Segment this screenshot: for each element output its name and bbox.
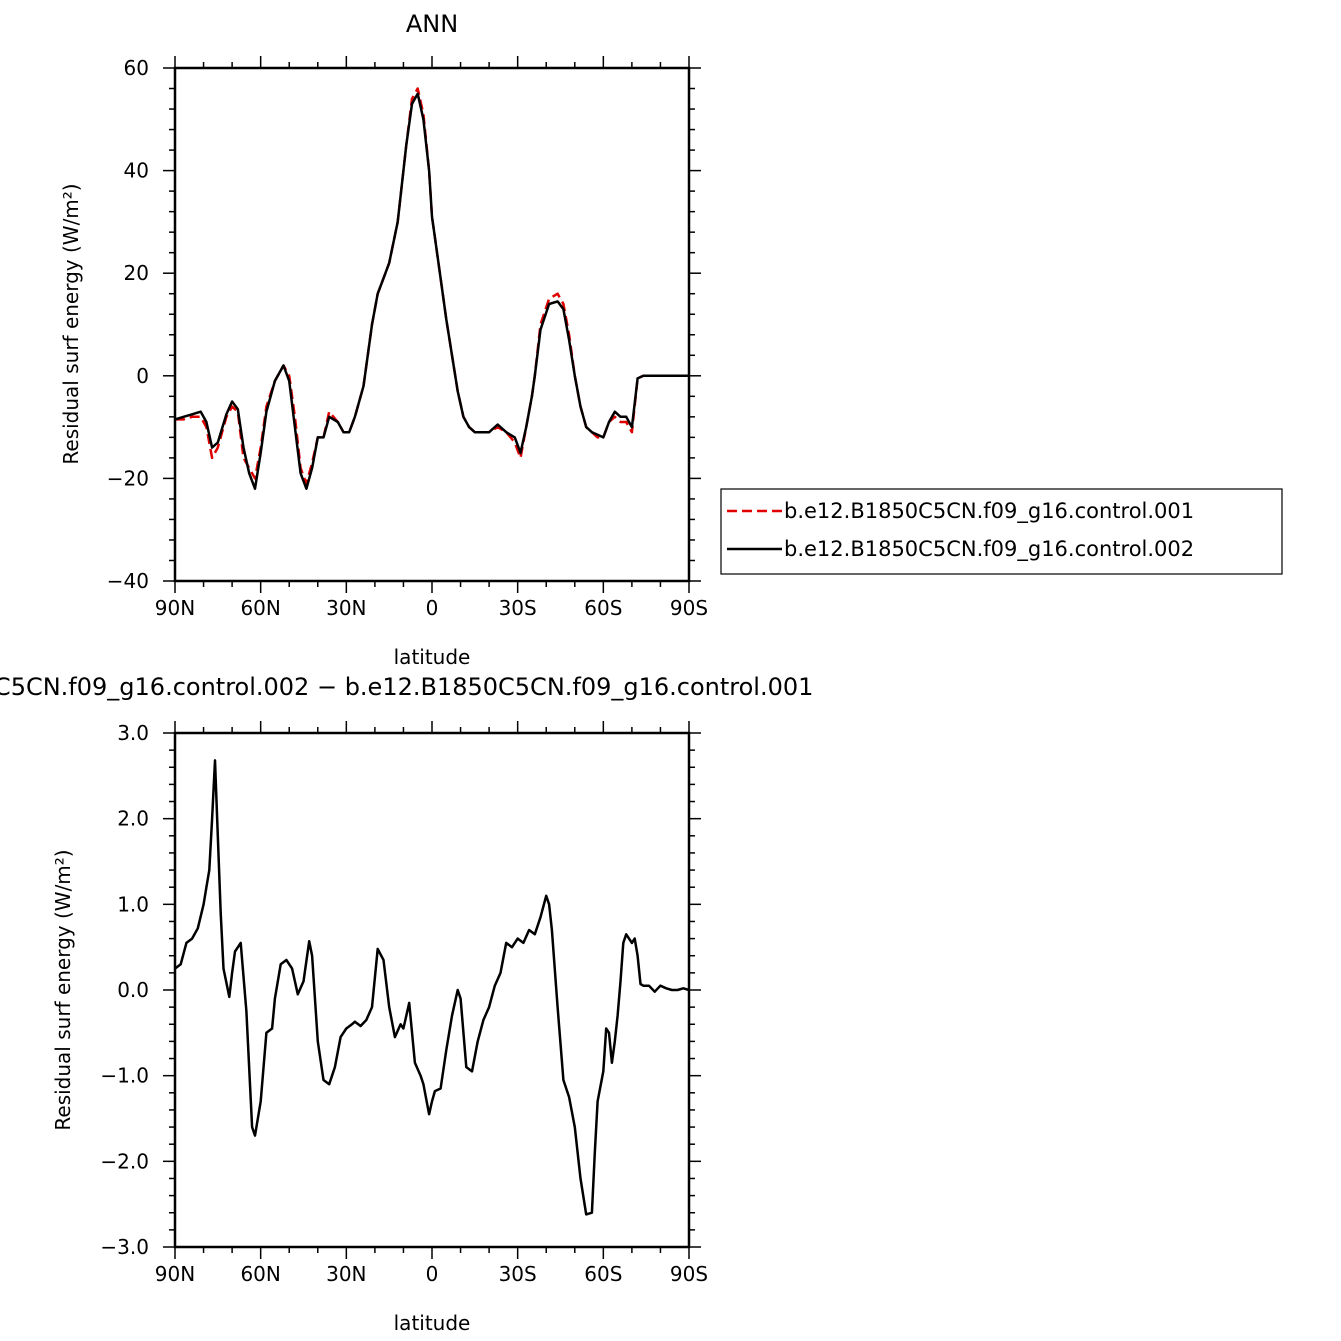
top-panel: ANN 90N 60N 30N 0 30S 60S 90S −40 −20 0 20 40 60 lat… xyxy=(59,10,708,669)
top-x-tick-label: 0 xyxy=(426,596,439,620)
top-x-tick-label: 60S xyxy=(584,596,622,620)
top-y-tick-label: −40 xyxy=(107,569,149,593)
bottom-x-tick-label: 30N xyxy=(326,1262,366,1286)
bottom-y-tick-label: 3.0 xyxy=(117,721,149,745)
top-x-tick-label: 30N xyxy=(326,596,366,620)
top-chart-title: ANN xyxy=(406,10,458,38)
top-x-tick-label: 30S xyxy=(499,596,537,620)
bottom-plot-frame xyxy=(173,731,691,1249)
bottom-chart-title: b.e12.B1850C5CN.f09_g16.control.002 − b.… xyxy=(0,673,813,701)
bottom-x-tick-label: 90N xyxy=(155,1262,195,1286)
bottom-x-tick-label: 0 xyxy=(426,1262,439,1286)
bottom-x-axis-label: latitude xyxy=(394,1311,471,1335)
bottom-y-axis-label: Residual surf energy (W/m²) xyxy=(51,849,75,1130)
top-y-tick-label: 60 xyxy=(124,56,149,80)
bottom-series-line-1 xyxy=(174,759,690,1216)
bottom-axis-ticks: 90N 60N 30N 0 30S 60S 90S −3.0 −2.0 −1.0 0.0 1.0 2.0… xyxy=(100,721,708,1286)
top-x-tick-label: 90S xyxy=(670,596,708,620)
bottom-y-tick-label: −1.0 xyxy=(100,1064,149,1088)
bottom-y-tick-label: 0.0 xyxy=(117,978,149,1002)
bottom-panel: b.e12.B1850C5CN.f09_g16.control.002 − b.… xyxy=(0,673,813,1335)
bottom-x-tick-label: 90S xyxy=(670,1262,708,1286)
bottom-x-tick-label: 30S xyxy=(499,1262,537,1286)
top-series-line-2 xyxy=(174,92,689,490)
top-y-axis-label: Residual surf energy (W/m²) xyxy=(59,183,83,464)
top-series-line-1 xyxy=(175,87,689,485)
top-plot-frame xyxy=(173,66,691,583)
top-y-tick-label: 20 xyxy=(124,261,149,285)
top-series-group xyxy=(174,87,689,490)
bottom-y-tick-label: 1.0 xyxy=(117,892,149,916)
legend-box xyxy=(720,488,1283,575)
bottom-y-tick-label: −3.0 xyxy=(100,1235,149,1259)
top-axis-ticks: 90N 60N 30N 0 30S 60S 90S −40 −20 0 20 40 60 xyxy=(107,56,708,620)
legend-label-series-2: b.e12.B1850C5CN.f09_g16.control.002 xyxy=(784,537,1194,562)
top-y-tick-label: −20 xyxy=(107,466,149,490)
top-y-tick-label: 0 xyxy=(136,364,149,388)
top-x-tick-label: 90N xyxy=(155,596,195,620)
top-x-tick-label: 60N xyxy=(240,596,280,620)
bottom-y-tick-label: −2.0 xyxy=(100,1149,149,1173)
top-x-axis-label: latitude xyxy=(394,645,471,669)
top-y-tick-label: 40 xyxy=(124,159,149,183)
bottom-x-tick-label: 60S xyxy=(584,1262,622,1286)
bottom-x-tick-label: 60N xyxy=(240,1262,280,1286)
bottom-series-group xyxy=(174,759,690,1216)
legend-label-series-1: b.e12.B1850C5CN.f09_g16.control.001 xyxy=(784,499,1194,524)
legend: b.e12.B1850C5CN.f09_g16.control.001 b.e1… xyxy=(720,488,1283,575)
bottom-y-tick-label: 2.0 xyxy=(117,807,149,831)
